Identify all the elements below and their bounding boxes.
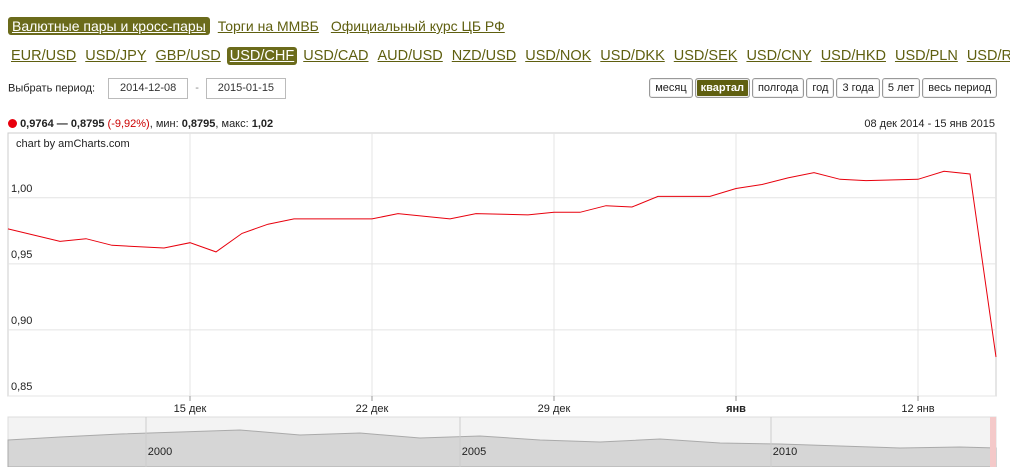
pair-link[interactable]: USD/RUR <box>966 48 1010 64</box>
range-button[interactable]: весь период <box>922 78 997 98</box>
pair-link[interactable]: USD/SEK <box>673 48 738 64</box>
pair-link[interactable]: USD/DKK <box>600 48 665 64</box>
y-tick-label: 0,90 <box>11 315 32 327</box>
x-tick-label: 12 янв <box>901 403 934 415</box>
pair-list: EUR/USD USD/JPY GBP/USD USD/CHF USD/CAD AUD/U… <box>8 47 1010 65</box>
max-label: , макс: <box>215 118 249 130</box>
y-tick-label: 0,95 <box>11 249 32 261</box>
pair-link[interactable]: USD/CNY <box>746 48 812 64</box>
range: 0,9764 — 0,8795 <box>20 118 105 130</box>
range-button[interactable]: квартал <box>694 78 750 98</box>
chart: chart by amCharts.com 0,85 0,90 0,95 1,00 15… <box>7 132 997 467</box>
pair-link[interactable]: USD/HKD <box>820 48 886 64</box>
range-button[interactable]: полгода <box>751 78 805 98</box>
pair-link[interactable]: USD/CHF <box>226 47 298 65</box>
tabs: Валютные пары и кросс-пары Торги на ММВБ О… <box>8 17 513 36</box>
tab-link[interactable]: Торги на ММВБ <box>217 18 319 34</box>
pair-link[interactable]: USD/PLN <box>894 48 958 64</box>
separator: - <box>195 82 199 95</box>
x-tick-label: 29 дек <box>538 403 571 415</box>
tab-link[interactable]: Официальный курс ЦБ РФ <box>330 18 505 34</box>
navigator-area <box>7 429 997 467</box>
date-to[interactable]: 2015-01-15 <box>205 78 286 99</box>
pair-link[interactable]: USD/NOK <box>525 48 592 64</box>
range-button[interactable]: 3 года <box>836 78 880 98</box>
min-label: , мин: <box>149 118 179 130</box>
summary: 0,9764 — 0,8795 (-9,92%), мин: 0,8795, м… <box>8 118 273 130</box>
range-buttons: месяц квартал полгода год 3 года 5 лет весь пе… <box>647 78 997 98</box>
max: 1,02 <box>251 118 274 130</box>
pair-link[interactable]: USD/JPY <box>85 48 147 64</box>
x-tick-label: 15 дек <box>174 403 207 415</box>
pair-link[interactable]: USD/CAD <box>303 48 369 64</box>
series-dot <box>8 119 17 128</box>
pair-link[interactable]: EUR/USD <box>11 48 77 64</box>
plot-area <box>7 132 997 397</box>
navigator-selection[interactable] <box>990 417 996 467</box>
pair-link[interactable]: AUD/USD <box>377 48 443 64</box>
summary-dates: 08 дек 2014 - 15 янв 2015 <box>864 118 995 130</box>
tab-link[interactable]: Валютные пары и кросс-пары <box>8 17 210 35</box>
change: (-9,92%) <box>107 118 150 130</box>
date-from[interactable]: 2014-12-08 <box>108 78 189 99</box>
range-button[interactable]: год <box>806 78 835 98</box>
range-button[interactable]: 5 лет <box>881 78 921 98</box>
navigator-label: 2005 <box>462 446 486 458</box>
credit: chart by amCharts.com <box>16 138 130 150</box>
pair-link[interactable]: GBP/USD <box>155 48 221 64</box>
x-tick-label: янв <box>726 403 746 415</box>
period-label: Выбрать период: <box>8 82 96 95</box>
range-button[interactable]: месяц <box>649 78 693 98</box>
navigator-label: 2000 <box>148 446 172 458</box>
line <box>7 170 997 358</box>
period-picker: Выбрать период: 2014-12-08 - 2015-01-15 <box>8 78 286 99</box>
y-tick-label: 0,85 <box>11 381 32 393</box>
navigator-label: 2010 <box>773 446 797 458</box>
x-tick-label: 22 дек <box>356 403 389 415</box>
min: 0,8795 <box>181 118 216 130</box>
pair-link[interactable]: NZD/USD <box>451 48 517 64</box>
y-tick-label: 1,00 <box>11 183 32 195</box>
